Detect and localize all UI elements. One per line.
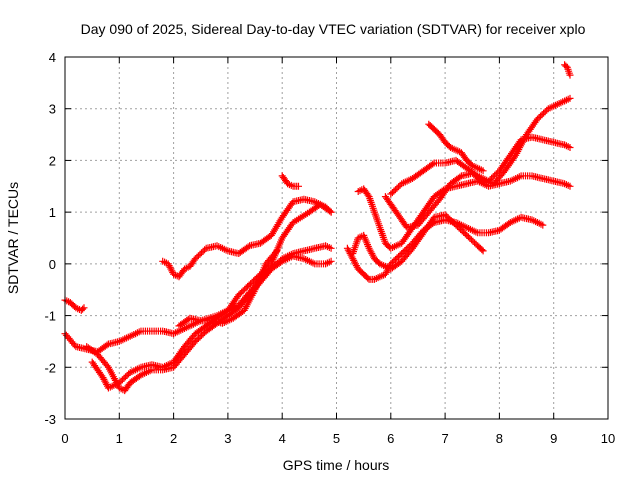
- y-tick-label: 0: [49, 257, 56, 272]
- y-tick-label: -1: [44, 309, 56, 324]
- data-point-marks: [88, 242, 335, 392]
- x-tick-label: 1: [116, 431, 123, 446]
- x-tick-label: 6: [387, 431, 394, 446]
- data-point-marks: [159, 195, 335, 281]
- y-tick-label: 1: [49, 205, 56, 220]
- data-series: [278, 172, 302, 190]
- data-series: [381, 94, 574, 232]
- x-tick-label: 4: [279, 431, 286, 446]
- grid-lines: [65, 57, 608, 419]
- data-series: [425, 120, 487, 175]
- x-tick-label: 5: [333, 431, 340, 446]
- chart-title: Day 090 of 2025, Sidereal Day-to-day VTE…: [81, 21, 586, 37]
- y-tick-label: -2: [44, 360, 56, 375]
- data-point-marks: [425, 120, 487, 175]
- data-point-marks: [349, 211, 487, 273]
- data-points: [61, 61, 574, 395]
- y-tick-label: 3: [49, 102, 56, 117]
- data-point-marks: [278, 172, 302, 190]
- data-series: [349, 211, 487, 273]
- data-series: [387, 133, 574, 198]
- data-point-marks: [561, 61, 574, 79]
- x-tick-labels: 0 1 2 3 4 5 6 7 8 9 10: [61, 431, 615, 446]
- data-point-marks: [381, 94, 574, 232]
- y-tick-label: 4: [49, 50, 56, 65]
- data-point-marks: [175, 247, 281, 330]
- data-series: [175, 247, 281, 330]
- y-tick-labels: -3 -2 -1 0 1 2 3 4: [44, 50, 56, 427]
- axis-ticks: [64, 56, 609, 420]
- x-tick-label: 9: [550, 431, 557, 446]
- x-tick-label: 0: [61, 431, 68, 446]
- x-axis-label: GPS time / hours: [283, 457, 390, 473]
- x-tick-label: 7: [441, 431, 448, 446]
- x-tick-label: 2: [170, 431, 177, 446]
- data-point-marks: [387, 133, 574, 198]
- y-tick-label: -3: [44, 412, 56, 427]
- data-series: [159, 195, 335, 281]
- x-tick-label: 10: [601, 431, 615, 446]
- y-axis-label: SDTVAR / TECUs: [5, 182, 21, 294]
- data-series: [88, 242, 335, 392]
- x-tick-label: 8: [496, 431, 503, 446]
- x-tick-label: 3: [224, 431, 231, 446]
- y-tick-label: 2: [49, 153, 56, 168]
- data-series: [561, 61, 574, 79]
